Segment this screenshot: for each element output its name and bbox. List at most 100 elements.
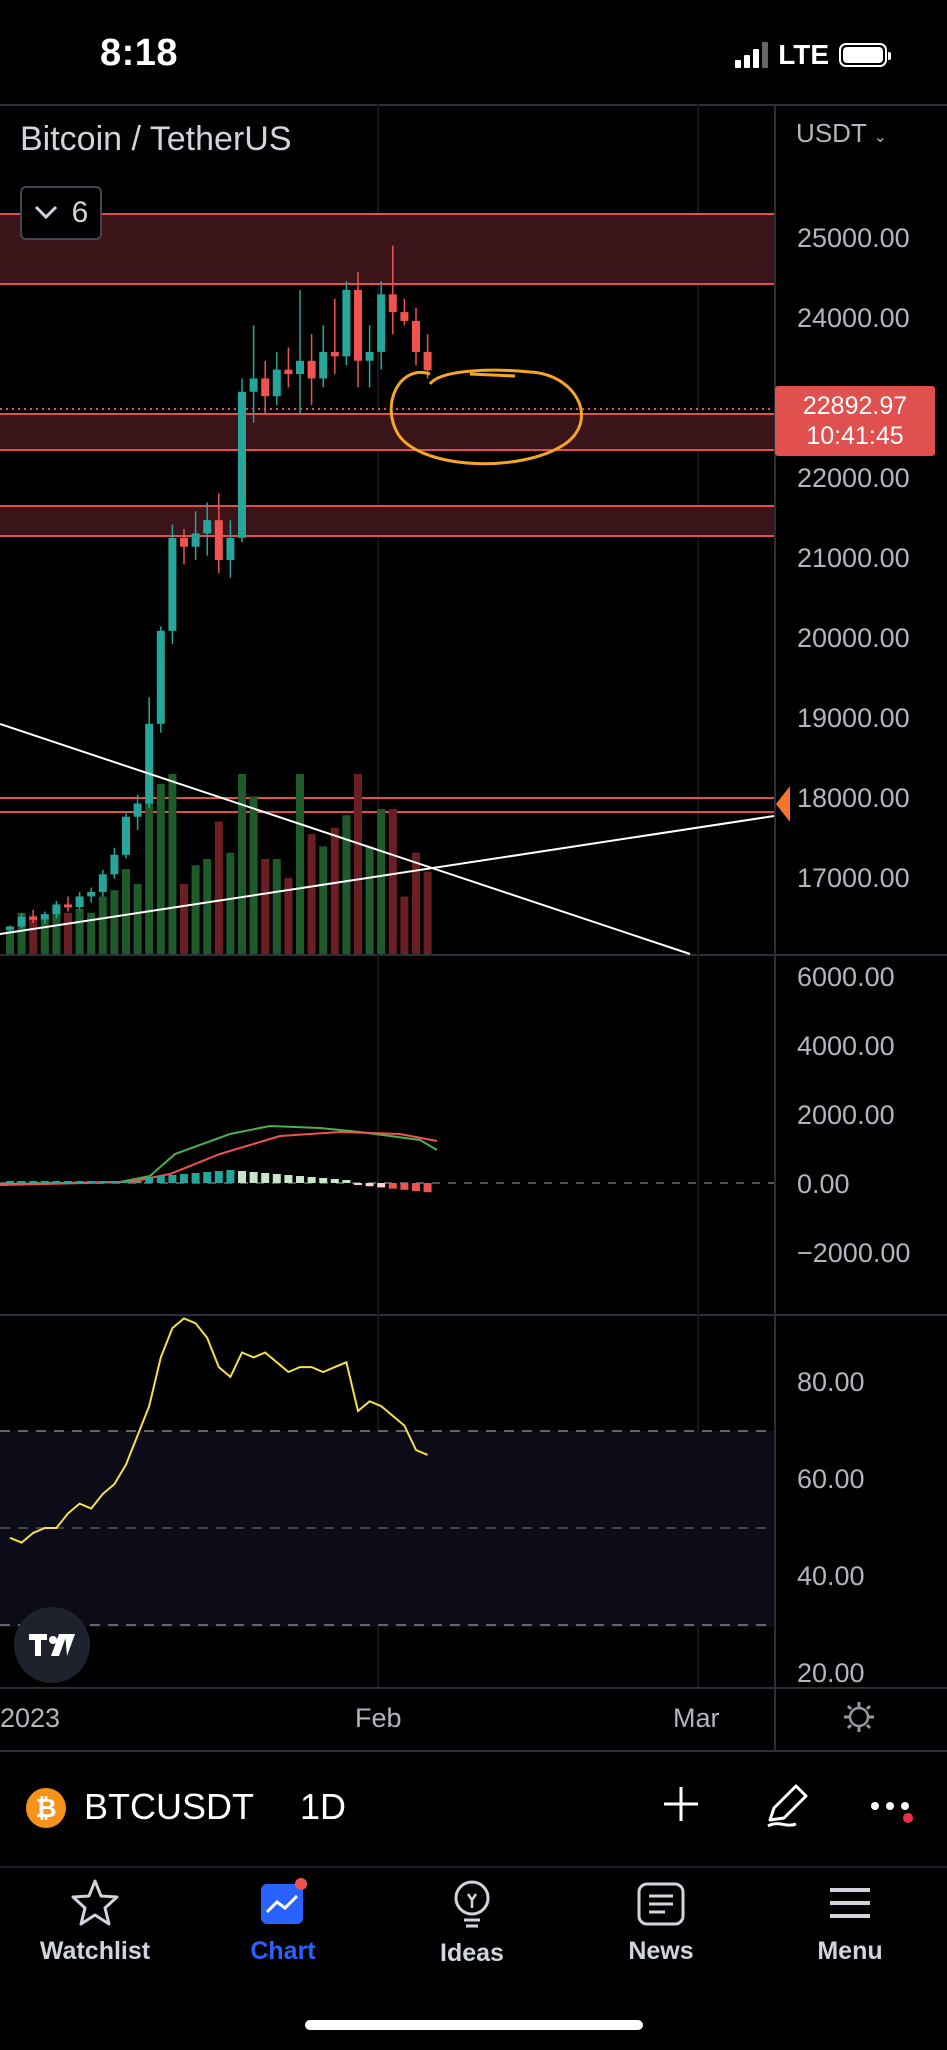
gear-icon[interactable] [842,1700,876,1734]
macd-histogram-bar [156,1176,165,1183]
macd-histogram-bar [342,1180,351,1183]
status-indicators: LTE [735,38,891,72]
time-axis-label: Feb [355,1703,402,1733]
candle [180,537,188,547]
trendline-ascending[interactable] [0,815,774,935]
candle [354,289,362,361]
macd-histogram-bar [261,1173,270,1183]
macd-histogram-bar [75,1181,84,1183]
candle [40,914,49,920]
time-axis-label: Mar [673,1703,720,1733]
tab-label: Watchlist [39,1937,151,1965]
candle [261,378,270,397]
macd-histogram [6,1170,432,1193]
price-axis-label: 24000.00 [797,303,910,333]
macd-histogram-bar [284,1175,293,1183]
candlesticks [6,245,432,931]
candle [64,904,72,908]
candle [272,369,281,397]
volume-bar [342,815,351,954]
support-zone-22500 [0,414,774,450]
chevron-down-icon [34,205,57,220]
chart-canvas[interactable] [0,104,774,1687]
macd-histogram-bar [110,1181,119,1183]
volume-bar [29,915,38,954]
macd-histogram-bar [145,1177,154,1183]
volume-bar [284,877,293,954]
pencil-icon[interactable] [762,1780,812,1830]
volume-bar [261,859,270,954]
macd-histogram-bar [180,1174,188,1183]
volume-bar [180,884,188,954]
symbol-selector[interactable]: BTCUSDT [84,1786,254,1828]
time-axis-label: 2023 [0,1703,61,1733]
candle [145,723,154,804]
tab-news[interactable]: News [586,1878,736,1966]
annotation-circle[interactable] [389,368,583,466]
tab-label: Ideas [440,1939,504,1967]
candle [423,351,432,371]
volume-bar [249,796,258,954]
candle [307,360,316,379]
macd-histogram-bar [168,1175,177,1183]
support-zone-21500 [0,506,774,536]
symbol-name: BTCUSDT [84,1786,254,1827]
hamburger-menu-icon [830,1888,870,1918]
macd-histogram-bar [122,1181,130,1183]
tab-ideas[interactable]: Ideas [397,1878,547,1968]
volume-bar [214,821,223,954]
tab-watchlist[interactable]: Watchlist [20,1878,170,1966]
tab-menu[interactable]: Menu [775,1878,925,1966]
volume-bar [400,896,409,954]
indicators-toggle-button[interactable]: 6 [20,186,102,240]
volume-bar [354,774,362,954]
plus-icon[interactable] [660,1783,702,1825]
macd-histogram-bar [226,1170,235,1183]
tab-label: Menu [817,1937,883,1965]
volume-bars [6,774,432,954]
currency-selector[interactable]: USDT ⌄ [796,118,887,149]
alert-marker-icon[interactable] [776,784,792,824]
price-axis-border [774,104,776,1751]
rsi-axis-label: 60.00 [797,1464,865,1494]
more-options-icon[interactable] [870,1800,916,1824]
candle [296,360,304,375]
candle [377,294,386,352]
candle [75,896,84,908]
macd-histogram-bar [17,1181,26,1183]
volume-bar [423,871,432,954]
candle [319,351,328,379]
volume-bar [330,827,339,954]
macd-histogram-bar [133,1181,142,1183]
tab-chart[interactable]: Chart [208,1878,358,1966]
macd-axis-label: 0.00 [797,1169,850,1199]
time-axis-border [0,1687,947,1689]
candle [122,816,130,855]
tradingview-logo[interactable] [14,1607,90,1683]
bitcoin-icon: ₿ [26,1788,66,1828]
interval-selector[interactable]: 1D [300,1786,347,1827]
trendline-descending[interactable] [0,723,691,955]
volume-bar [40,916,49,954]
candle [87,892,96,897]
macd-axis-label: −2000.00 [797,1238,911,1268]
volume-bar [122,869,130,954]
macd-histogram-bar [400,1183,409,1190]
macd-histogram-bar [98,1181,107,1183]
macd-histogram-bar [307,1177,316,1183]
signal-icon [735,42,769,68]
macd-histogram-bar [354,1183,362,1185]
volume-bar [75,909,84,954]
home-indicator[interactable] [305,2020,643,2030]
rsi-axis-label: 40.00 [797,1561,865,1591]
candle [17,916,26,927]
volume-bar [365,846,374,954]
price-axis-label: 22000.00 [797,463,910,493]
volume-bar [52,909,61,954]
volume-bar [17,912,26,954]
candle [6,926,14,930]
price-axis-label: 21000.00 [797,543,910,573]
macd-histogram-bar [191,1173,200,1183]
macd-histogram-bar [40,1181,49,1183]
volume-bar [388,809,397,954]
